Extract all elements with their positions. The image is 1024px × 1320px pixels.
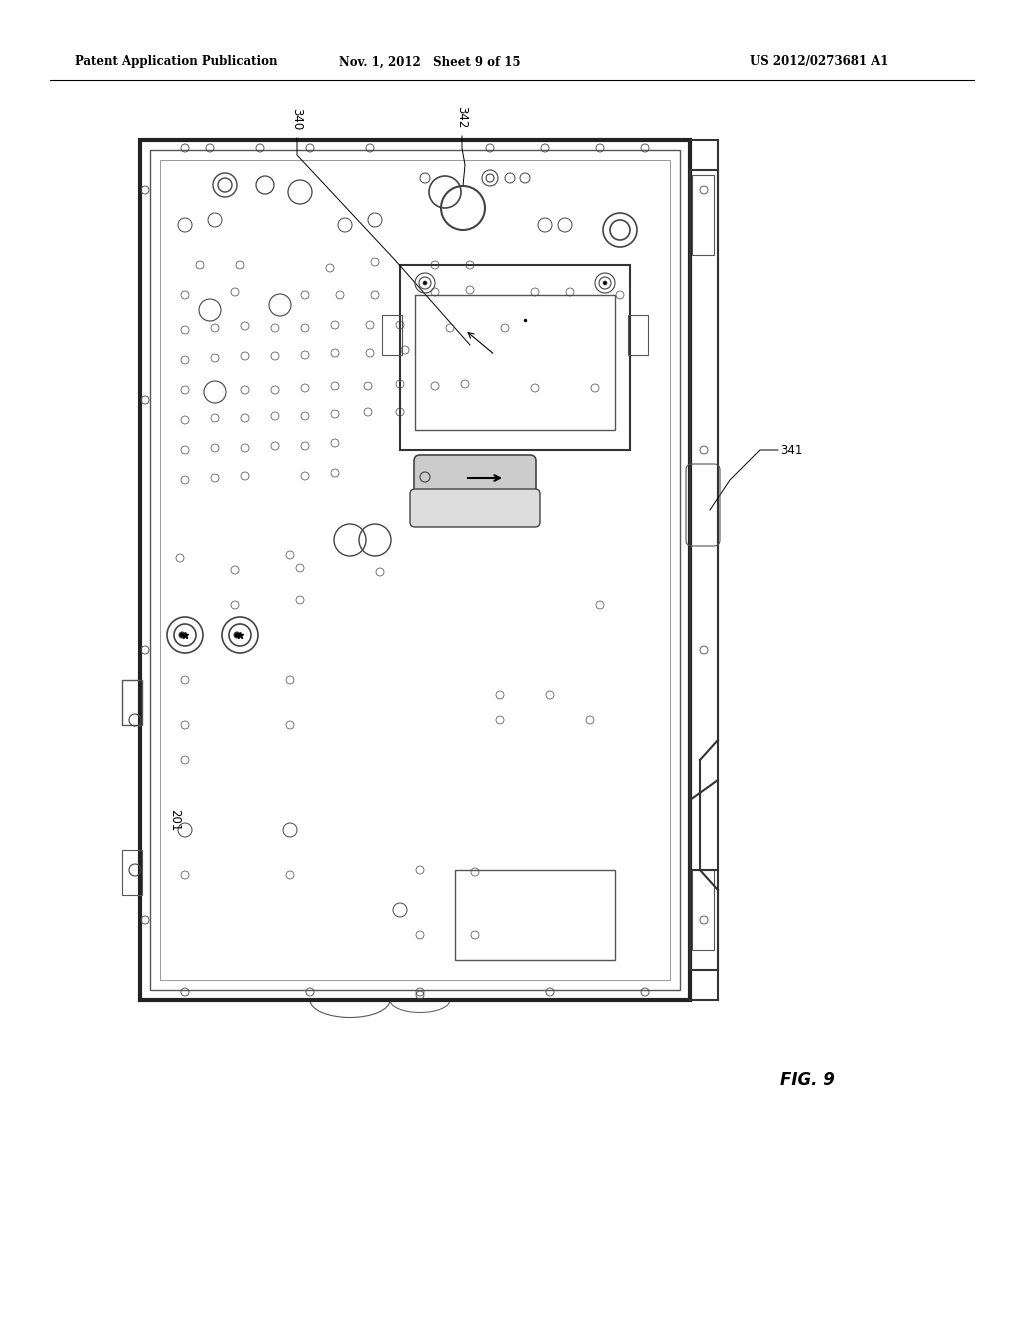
Text: US 2012/0273681 A1: US 2012/0273681 A1 <box>750 55 889 69</box>
Bar <box>150 150 680 990</box>
Circle shape <box>234 632 240 638</box>
Bar <box>122 850 142 895</box>
Text: FIG. 9: FIG. 9 <box>780 1071 835 1089</box>
Text: Nov. 1, 2012   Sheet 9 of 15: Nov. 1, 2012 Sheet 9 of 15 <box>339 55 521 69</box>
FancyBboxPatch shape <box>410 488 540 527</box>
Text: Patent Application Publication: Patent Application Publication <box>75 55 278 69</box>
Bar <box>415 294 615 430</box>
Bar <box>160 160 670 979</box>
Bar <box>400 265 630 450</box>
Bar <box>140 140 690 1001</box>
Circle shape <box>179 632 185 638</box>
Text: 340: 340 <box>291 108 303 129</box>
Text: 342: 342 <box>456 106 469 128</box>
Circle shape <box>603 281 607 285</box>
Bar <box>690 170 718 970</box>
Bar <box>692 870 714 950</box>
Text: 201: 201 <box>169 809 181 832</box>
Bar <box>628 315 648 355</box>
Text: 341: 341 <box>780 444 803 457</box>
Bar <box>382 315 402 355</box>
Bar <box>122 680 142 725</box>
Circle shape <box>423 281 427 285</box>
FancyBboxPatch shape <box>414 455 536 495</box>
Bar <box>692 176 714 255</box>
Bar <box>455 870 615 960</box>
